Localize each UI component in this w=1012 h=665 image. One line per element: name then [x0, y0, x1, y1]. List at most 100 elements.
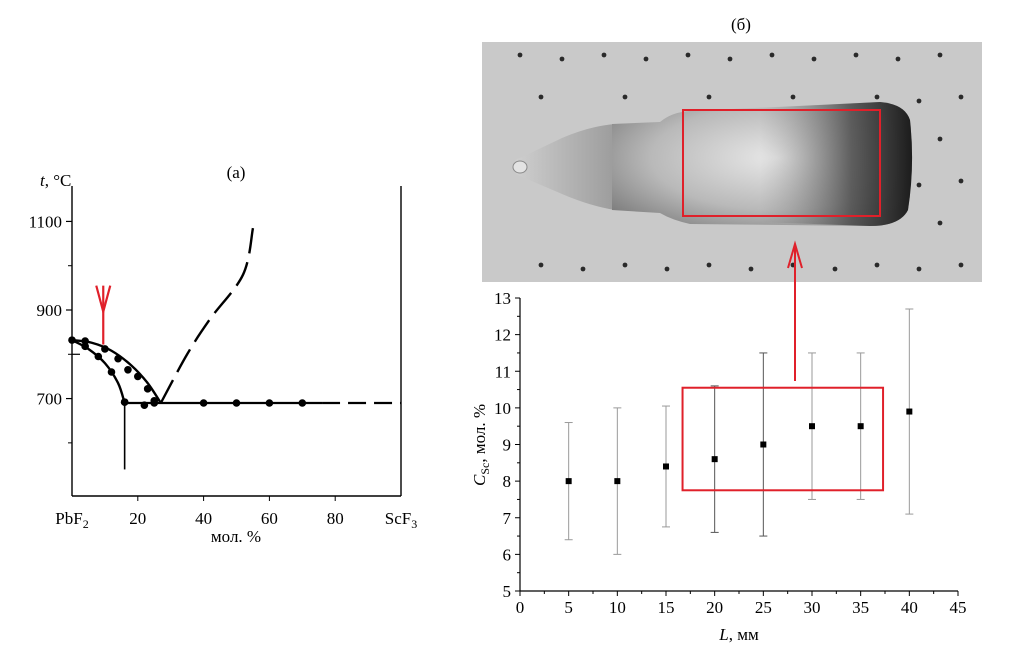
connector-arrow [787, 240, 803, 381]
grid-dot [790, 94, 796, 100]
panel-a-x-axis-label: мол. % [211, 527, 261, 546]
data-point [265, 399, 274, 407]
x-tick-label: 15 [658, 598, 675, 617]
y-tick-label: 10 [494, 399, 511, 418]
grid-dot [622, 94, 628, 100]
data-point [199, 399, 208, 407]
data-point [857, 423, 864, 430]
grid-dot [916, 266, 922, 272]
grid-dot [958, 94, 964, 100]
y-tick-label: 700 [37, 390, 63, 409]
grid-dot [706, 94, 712, 100]
panel-b-axes [519, 298, 958, 592]
grid-dot [559, 56, 565, 62]
data-point [614, 478, 621, 485]
grid-dot [727, 56, 733, 62]
liquidus-curve-right [159, 227, 255, 404]
grid-dot [853, 52, 859, 58]
grid-dot [601, 52, 607, 58]
data-point [906, 408, 913, 415]
data-point [124, 365, 132, 374]
grid-dot [958, 178, 964, 184]
solidus-curve [71, 339, 126, 404]
y-axis-label-c: C [470, 474, 489, 486]
x-tick-label: 30 [804, 598, 821, 617]
panel-b-label: (б) [731, 15, 751, 34]
panel-b-data-points [565, 408, 913, 485]
panel-a-curves [71, 227, 401, 470]
grid-dot [916, 98, 922, 104]
panel-a-red-arrow [95, 285, 112, 345]
x-tick-label: 5 [564, 598, 573, 617]
data-point [150, 399, 159, 407]
grid-dot [895, 56, 901, 62]
y-axis-label-unit: , °C [45, 171, 72, 190]
data-point [120, 398, 129, 406]
y-tick-label: 9 [503, 436, 512, 455]
data-point [81, 342, 89, 351]
panel-b-highlight [681, 386, 885, 492]
x-axis-label-l: L [718, 625, 728, 644]
y-tick-label: 11 [495, 362, 511, 381]
grid-dot [769, 52, 775, 58]
data-point [711, 456, 718, 463]
panel-b-x-axis-label: L, мм [718, 625, 759, 644]
connector-arrowhead [787, 240, 803, 269]
x-tick-label: 60 [261, 509, 278, 528]
x-tick-label: 10 [609, 598, 626, 617]
y-axis-label-sc: Sc [478, 463, 492, 475]
x-tick-label-text: PbF [55, 509, 82, 528]
y-tick-label: 7 [503, 509, 512, 528]
grid-dot [832, 266, 838, 272]
grid-dot [748, 266, 754, 272]
data-point [68, 336, 76, 344]
data-point [94, 352, 103, 361]
data-point [760, 441, 767, 448]
data-point [298, 399, 307, 407]
panel-a: (a) t, °C 700 900 1100 PbF2 20 40 60 80 ScF3 мол… [29, 163, 418, 546]
grid-dot [538, 262, 544, 268]
data-point [107, 368, 116, 376]
grid-dot [517, 52, 523, 58]
grid-dot [874, 262, 880, 268]
grid-dot [811, 56, 817, 62]
x-tick-label-text: 20 [129, 509, 146, 528]
x-tick-label: 80 [327, 509, 344, 528]
crystal-photo [482, 42, 982, 282]
panel-b-y-axis-label: CSc, мол. % [470, 404, 492, 486]
panel-a-ticks: 700 900 1100 PbF2 20 40 60 80 ScF3 [29, 212, 418, 531]
photo-grid-dots [517, 52, 964, 272]
x-tick-label: ScF3 [385, 509, 417, 531]
x-tick-label: 45 [950, 598, 967, 617]
x-tick-label-subscript: 2 [83, 517, 89, 531]
x-tick-label: 35 [852, 598, 869, 617]
grid-dot [706, 262, 712, 268]
grid-dot [538, 94, 544, 100]
y-tick-label: 13 [494, 289, 511, 308]
x-tick-label-text: 80 [327, 509, 344, 528]
data-point [663, 463, 669, 470]
panel-b-error-bars [564, 308, 914, 555]
x-tick-label-subscript: 3 [411, 517, 417, 531]
crystal-tip [514, 124, 615, 210]
x-tick-label: PbF2 [55, 509, 88, 531]
data-point [140, 401, 149, 410]
x-tick-label: 20 [129, 509, 146, 528]
data-point [114, 354, 122, 363]
grid-dot [685, 52, 691, 58]
x-tick-label: 40 [195, 509, 212, 528]
y-tick-label: 8 [503, 472, 512, 491]
grid-dot [622, 262, 628, 268]
x-tick-label: 25 [755, 598, 772, 617]
panel-a-axes [71, 186, 402, 497]
y-tick-label: 900 [37, 301, 63, 320]
grid-dot [664, 266, 670, 272]
y-axis-label-t: t [40, 171, 46, 190]
x-tick-label: 40 [901, 598, 918, 617]
grid-dot [937, 52, 943, 58]
grid-dot [916, 182, 922, 188]
data-point [101, 345, 109, 353]
